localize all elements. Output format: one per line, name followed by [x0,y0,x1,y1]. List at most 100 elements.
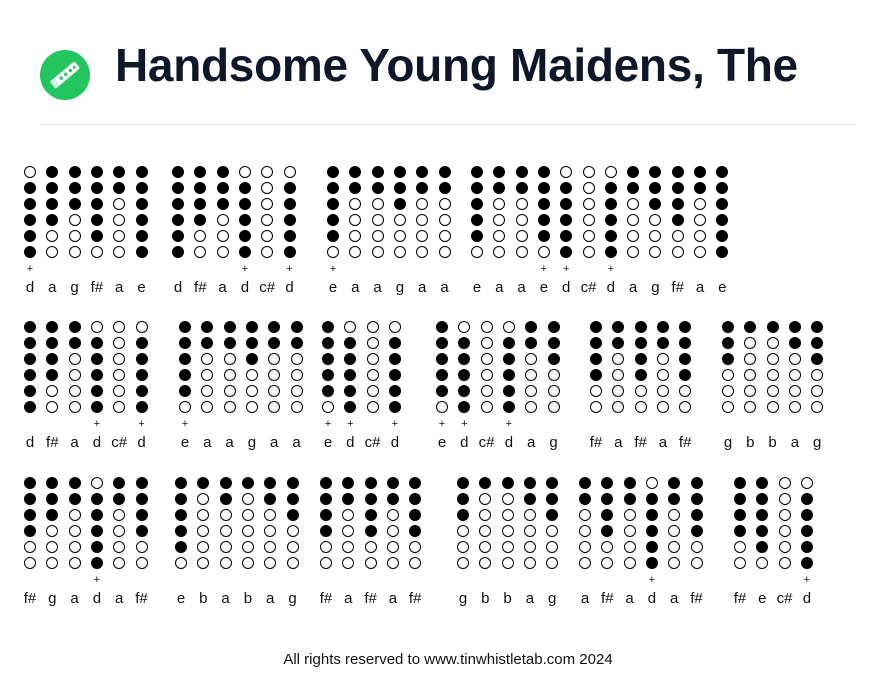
covered-hole [546,509,559,521]
covered-hole [694,166,706,178]
open-hole [364,541,377,553]
covered-hole [537,214,550,226]
open-hole [197,557,210,569]
covered-hole [135,385,148,397]
open-hole [493,246,506,258]
covered-hole [393,182,406,194]
open-hole [371,230,384,242]
open-hole [656,369,669,381]
open-hole [493,198,506,210]
covered-hole [24,369,36,381]
octave-plus-marker: + [93,418,101,430]
open-hole [546,557,559,569]
covered-hole [560,182,573,194]
open-hole [241,557,254,569]
note-label: f# [364,590,377,607]
open-hole [493,214,506,226]
open-hole [135,541,148,553]
note-label: a [695,279,705,296]
open-hole [113,214,126,226]
open-hole [113,321,126,333]
covered-hole [90,401,103,413]
open-hole [175,557,187,569]
open-hole [286,525,299,537]
open-hole [501,509,514,521]
covered-hole [179,353,191,365]
covered-hole [537,198,550,210]
open-hole [778,525,791,537]
open-hole [135,557,148,569]
open-hole [546,525,559,537]
note-label: e [176,590,186,607]
covered-hole [756,525,769,537]
open-hole [457,557,469,569]
covered-hole [547,321,560,333]
open-hole [479,525,492,537]
open-hole [523,557,536,569]
note-label: d [240,279,250,296]
covered-hole [175,493,187,505]
covered-hole [579,493,591,505]
note-label: d [606,279,615,296]
open-hole [627,198,640,210]
note-label: a [388,590,398,607]
covered-hole [525,321,538,333]
covered-hole [436,337,448,349]
open-hole [238,166,251,178]
open-hole [261,230,274,242]
covered-hole [364,525,377,537]
covered-hole [216,198,229,210]
open-hole [46,525,59,537]
note-label: e [137,279,146,296]
covered-hole [24,525,36,537]
covered-hole [458,369,471,381]
open-hole [756,557,769,569]
note-label: c# [111,434,128,451]
open-hole [416,246,429,258]
covered-hole [24,509,36,521]
covered-hole [560,230,573,242]
covered-hole [135,230,148,242]
covered-hole [342,477,355,489]
covered-hole [547,353,560,365]
covered-hole [722,321,734,333]
logo[interactable] [40,50,90,100]
open-hole [778,477,791,489]
open-hole [582,182,595,194]
covered-hole [436,353,448,365]
covered-hole [68,337,81,349]
covered-hole [515,166,528,178]
open-hole [68,509,81,521]
covered-hole [135,401,148,413]
covered-hole [546,477,559,489]
open-hole [501,525,514,537]
covered-hole [627,166,640,178]
note-label: g [548,590,557,607]
covered-hole [716,182,729,194]
note-label: e [437,434,447,451]
open-hole [68,385,81,397]
note-label: d [346,434,355,451]
covered-hole [671,182,684,194]
open-hole [386,509,399,521]
note-label: g [288,590,297,607]
open-hole [241,525,254,537]
covered-hole [604,246,617,258]
open-hole [457,525,469,537]
open-hole [612,401,625,413]
open-hole [493,230,506,242]
open-hole [501,557,514,569]
covered-hole [245,321,258,333]
octave-plus-marker: + [329,263,337,275]
covered-hole [601,525,614,537]
covered-hole [90,337,103,349]
octave-plus-marker: + [803,574,811,586]
covered-hole [458,401,471,413]
covered-hole [734,493,746,505]
open-hole [90,321,103,333]
covered-hole [479,477,492,489]
open-hole [349,214,362,226]
open-hole [68,246,81,258]
open-hole [788,353,801,365]
covered-hole [68,166,81,178]
